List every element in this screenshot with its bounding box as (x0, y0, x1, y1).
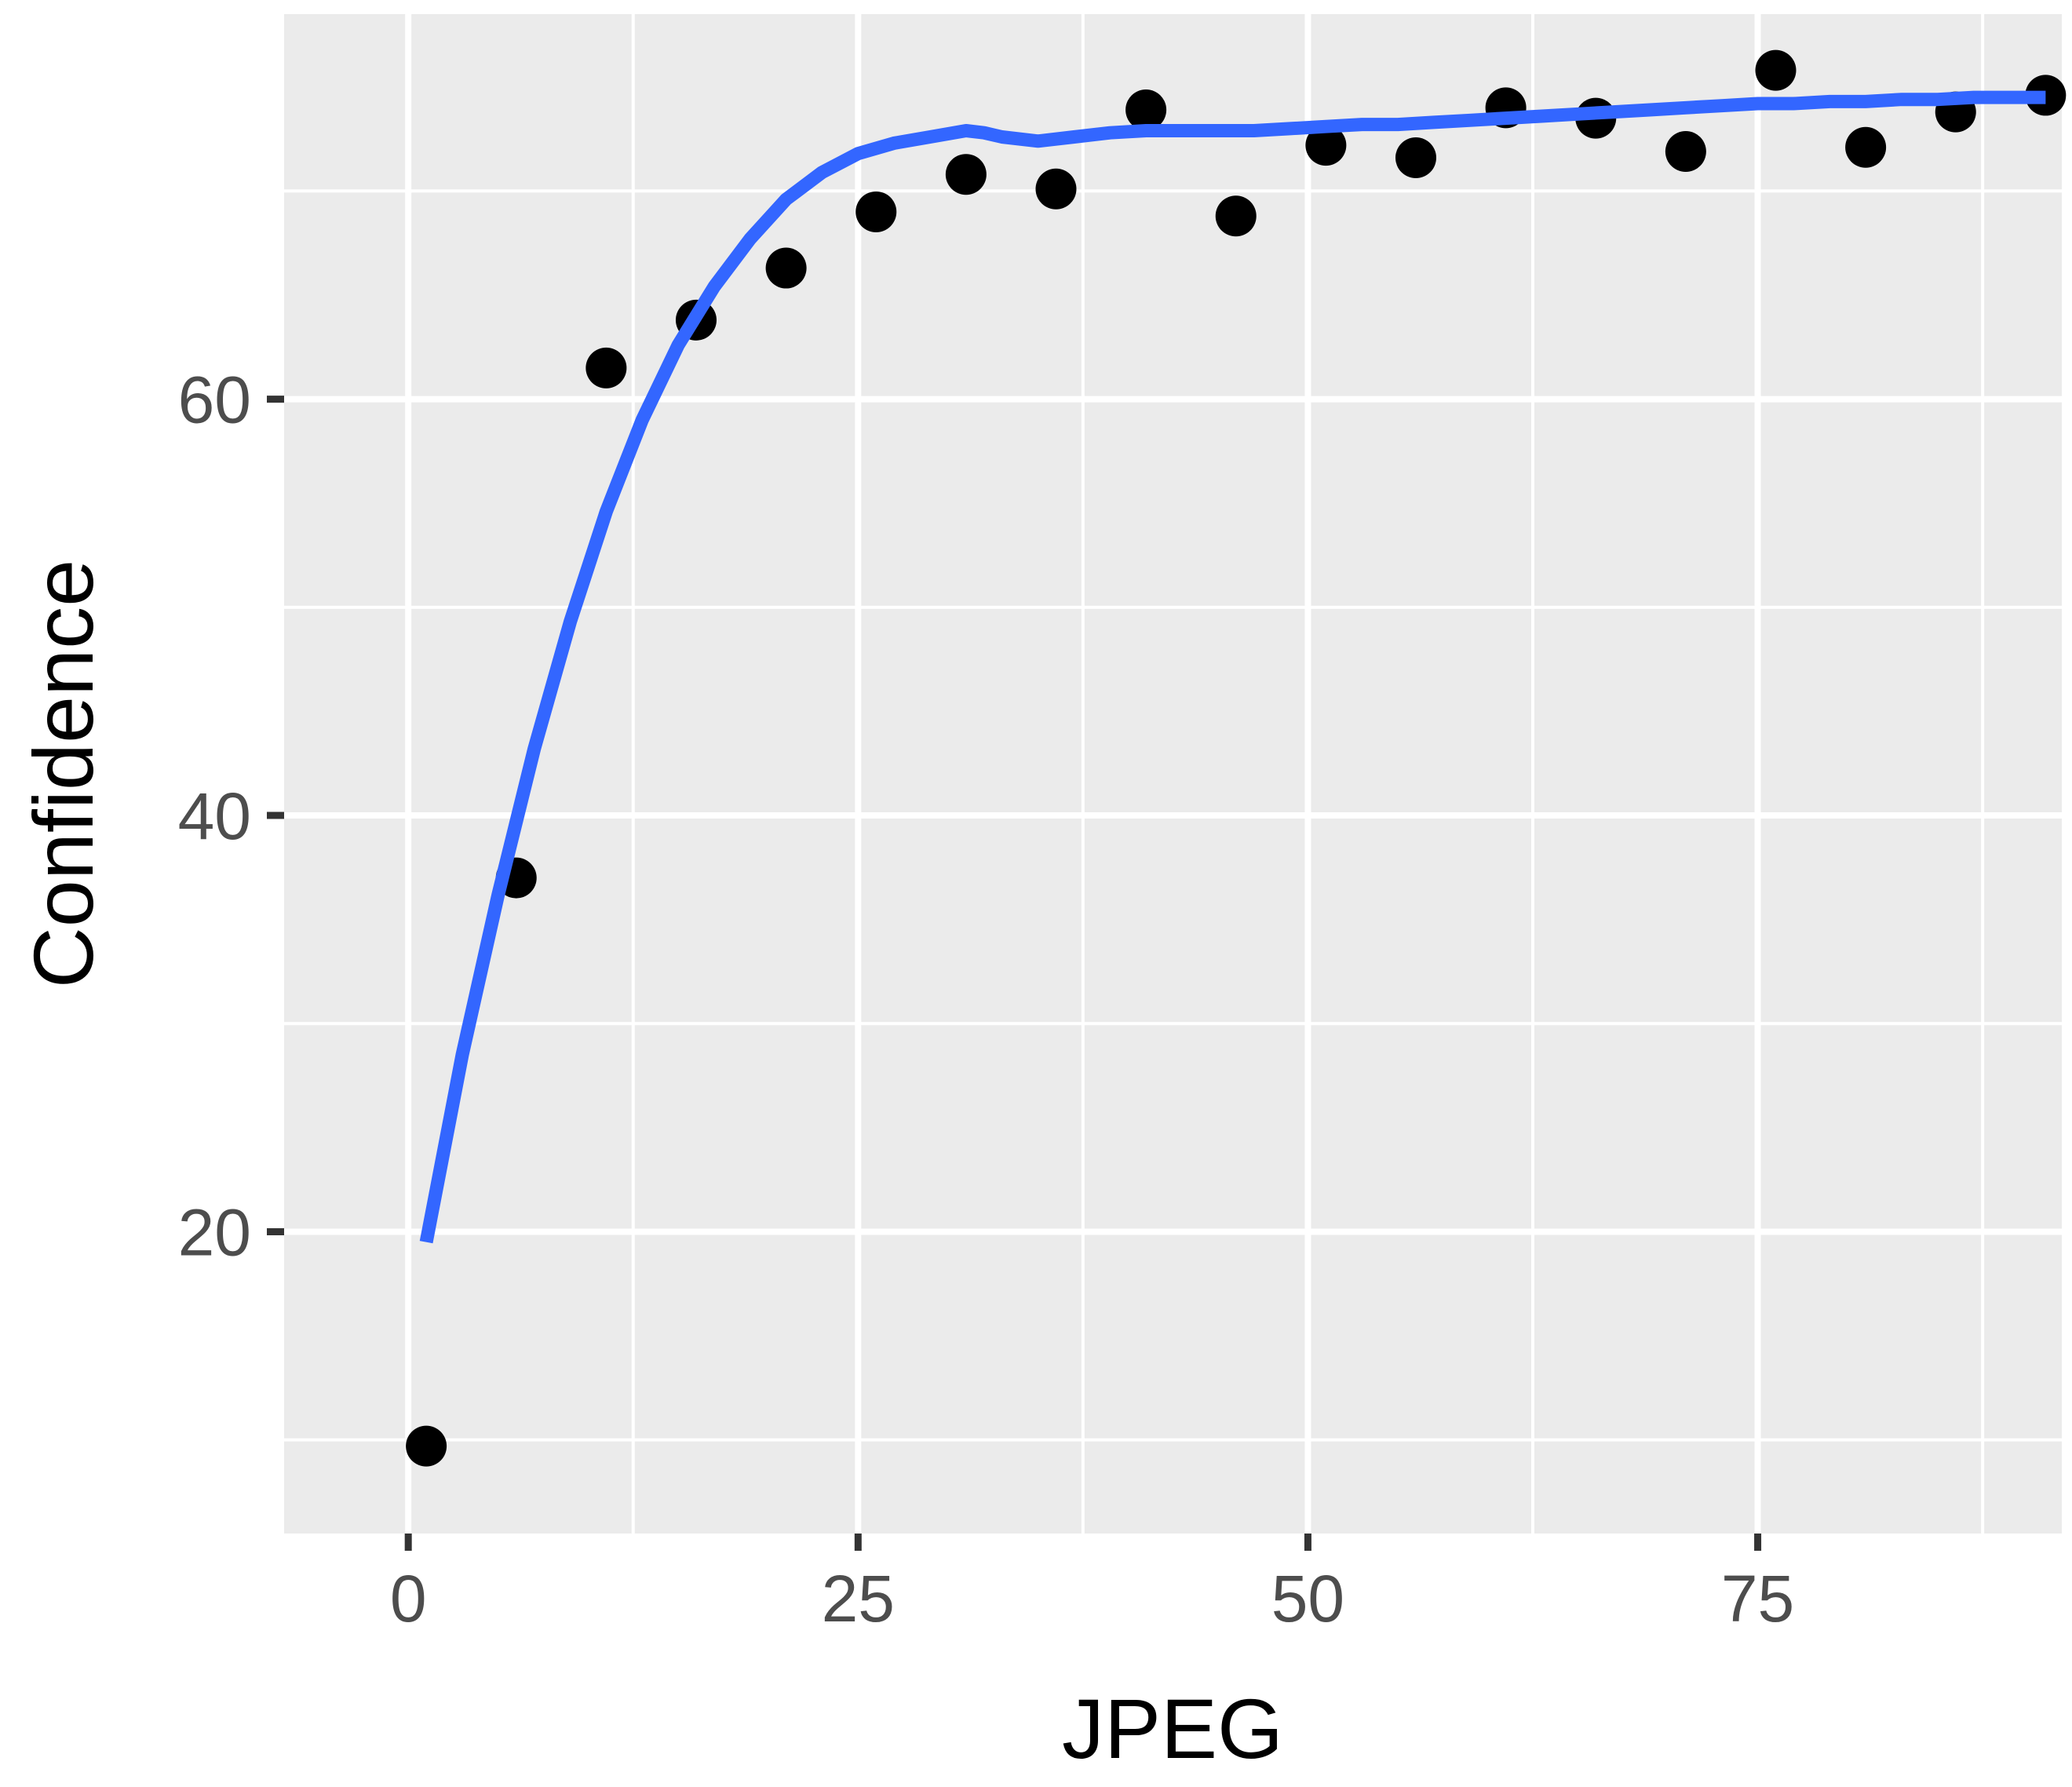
x-tick-label: 0 (390, 1562, 427, 1636)
y-tick-label: 40 (178, 779, 251, 853)
data-point (855, 191, 897, 232)
smooth-line (419, 90, 2046, 1244)
x-tick-label: 75 (1721, 1562, 1794, 1636)
x-tick-label: 50 (1271, 1562, 1344, 1636)
y-tick-label: 20 (178, 1195, 251, 1269)
data-point (1125, 89, 1167, 130)
major-gridlines (284, 14, 2062, 1534)
y-axis-title: Confidence (16, 560, 111, 988)
y-tick-label: 60 (178, 363, 251, 437)
data-point (765, 247, 807, 289)
data-points (406, 49, 2067, 1467)
data-point (1665, 131, 1706, 173)
data-point (1035, 168, 1077, 210)
x-tick-label: 25 (822, 1562, 895, 1636)
x-tick-labels: 0 25 50 75 (390, 1562, 1794, 1636)
data-point (585, 347, 627, 388)
data-point (945, 154, 987, 195)
data-point (1845, 126, 1887, 168)
y-tick-labels: 20 40 60 (178, 363, 251, 1270)
x-axis-title: JPEG (1062, 1681, 1283, 1776)
panel-background (284, 14, 2062, 1534)
data-point (406, 1425, 447, 1467)
data-point (1215, 195, 1257, 237)
data-point (1305, 125, 1347, 166)
data-point (1395, 137, 1436, 178)
tick-marks (267, 396, 1762, 1551)
data-point (1755, 49, 1797, 91)
